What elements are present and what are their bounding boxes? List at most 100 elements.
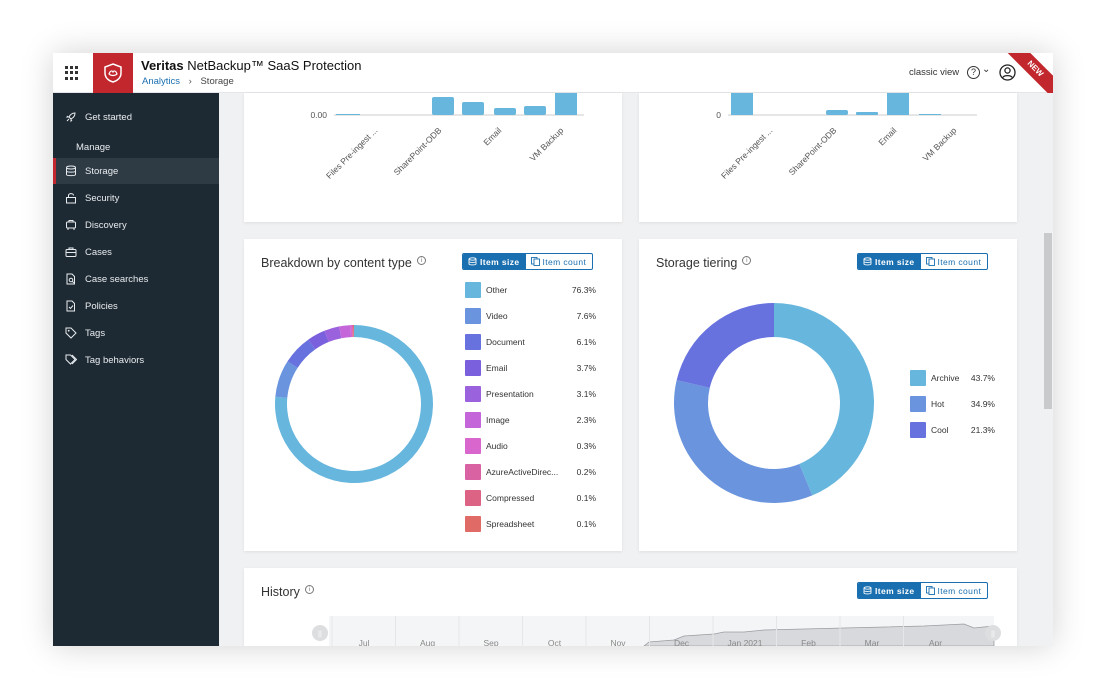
legend-item[interactable]: Other 76.3% — [465, 282, 596, 298]
classic-view-link[interactable]: classic view — [909, 67, 960, 78]
legend-item[interactable]: Hot 34.9% — [910, 396, 995, 412]
info-icon[interactable]: i — [742, 256, 752, 265]
sidebar-item-cases[interactable]: Cases — [53, 239, 219, 265]
lock-icon — [66, 193, 76, 204]
legend-swatch — [910, 370, 926, 386]
sidebar-item-storage[interactable]: Storage — [53, 158, 219, 184]
vertical-scrollbar[interactable] — [1043, 93, 1053, 646]
donut-slice[interactable] — [352, 325, 354, 338]
legend-label: Audio — [486, 441, 508, 451]
item-count-toggle-button[interactable]: Item count — [526, 254, 593, 269]
history-card: History i Item size Item count Jul Aug Sep O… — [244, 568, 1017, 646]
tiering-title: Storage tiering — [656, 256, 738, 270]
item-size-toggle-button[interactable]: Item size — [858, 254, 921, 269]
user-account-icon[interactable] — [999, 64, 1016, 81]
legend-swatch — [465, 490, 481, 506]
x-tick-label: SharePoint-ODB — [392, 125, 444, 177]
legend-item[interactable]: Archive 43.7% — [910, 370, 995, 386]
legend-swatch — [910, 422, 926, 438]
sidebar-item-label: Get started — [85, 111, 132, 123]
size-count-toggle: Item size Item count — [857, 582, 989, 599]
x-tick-label: Files Pre-ingest ... — [719, 125, 775, 181]
info-icon[interactable]: i — [304, 585, 314, 594]
donut-slice[interactable] — [287, 339, 316, 368]
donut-slice[interactable] — [350, 325, 353, 338]
item-count-label: Item count — [542, 256, 587, 267]
month-label: Aug — [420, 638, 435, 646]
donut-slice[interactable] — [275, 361, 298, 398]
discovery-icon — [66, 220, 76, 230]
item-size-toggle-button[interactable]: Item size — [858, 583, 921, 598]
legend-percent: 76.3% — [571, 285, 596, 295]
breadcrumb-analytics[interactable]: Analytics — [142, 76, 181, 87]
sidebar-item-discovery[interactable]: Discovery — [53, 212, 219, 238]
legend-percent: 0.1% — [576, 519, 596, 529]
sidebar-item-security[interactable]: Security — [53, 185, 219, 211]
bar — [494, 108, 516, 115]
donut-slice[interactable] — [353, 325, 354, 338]
range-handle-left[interactable] — [312, 625, 328, 641]
top-header: Veritas NetBackup™ SaaS Protection Analy… — [53, 53, 1053, 102]
app-grid-icon[interactable] — [65, 66, 79, 80]
sidebar-item-case-searches[interactable]: Case searches — [53, 266, 219, 292]
legend-percent: 43.7% — [970, 373, 995, 383]
x-tick-label: VM Backup — [528, 125, 566, 163]
range-handle-right[interactable] — [985, 625, 1001, 641]
month-label: Feb — [801, 638, 816, 646]
donut-slice[interactable] — [676, 303, 774, 388]
month-label: Dec — [674, 638, 690, 646]
briefcase-icon — [65, 247, 77, 257]
legend-item[interactable]: Audio 0.3% — [465, 438, 596, 454]
item-count-label: Item count — [937, 256, 982, 267]
month-label: Mar — [865, 638, 880, 646]
legend-item[interactable]: Email 3.7% — [465, 360, 596, 376]
item-size-toggle-button[interactable]: Item size — [463, 254, 526, 269]
legend-item[interactable]: Compressed 0.1% — [465, 490, 596, 506]
donut-slice[interactable] — [339, 325, 352, 339]
donut-slice[interactable] — [674, 380, 813, 503]
legend-item[interactable]: Spreadsheet 0.1% — [465, 516, 596, 532]
help-icon[interactable]: ? — [967, 66, 980, 79]
svg-text:||: || — [991, 631, 995, 638]
legend-swatch — [910, 396, 926, 412]
donut-slice[interactable] — [774, 303, 874, 496]
legend-percent: 0.1% — [576, 493, 596, 503]
sidebar-item-label: Tags — [85, 327, 106, 339]
month-label: Apr — [929, 638, 942, 646]
card-title: Storage tiering i — [656, 256, 752, 270]
item-count-toggle-button[interactable]: Item count — [921, 583, 988, 598]
legend-item[interactable]: Cool 21.3% — [910, 422, 995, 438]
legend-percent: 34.9% — [970, 399, 995, 409]
donut-slice[interactable] — [324, 326, 342, 342]
legend-item[interactable]: Image 2.3% — [465, 412, 596, 428]
legend-swatch — [465, 438, 481, 454]
history-navigator: Jul Aug Sep Oct Nov Dec Jan 2021 Feb Mar Apr || |… — [312, 616, 1001, 646]
legend-swatch — [465, 516, 481, 532]
veritas-logo[interactable] — [93, 53, 133, 93]
legend-percent: 7.6% — [576, 311, 596, 321]
month-label: Oct — [548, 638, 562, 646]
donut-slice[interactable] — [308, 330, 329, 350]
storage-tiering-card: Storage tiering i Item size Item count Ar… — [639, 239, 1017, 551]
legend-percent: 2.3% — [576, 415, 596, 425]
sidebar-item-policies[interactable]: Policies — [53, 293, 219, 319]
legend-label: Other — [486, 285, 508, 295]
sidebar-item-tags[interactable]: Tags — [53, 320, 219, 346]
legend-swatch — [465, 282, 481, 298]
item-count-toggle-button[interactable]: Item count — [921, 254, 988, 269]
scrollbar-thumb[interactable] — [1044, 233, 1052, 409]
chevron-down-icon[interactable]: ⌄ — [982, 64, 991, 75]
info-icon[interactable]: i — [416, 256, 426, 265]
legend-item[interactable]: AzureActiveDirec... 0.2% — [465, 464, 596, 480]
sidebar-item-get-started[interactable]: Get started — [53, 104, 219, 130]
shield-logo-icon — [104, 63, 122, 83]
bar — [524, 106, 546, 115]
legend-label: Image — [486, 415, 510, 425]
legend-item[interactable]: Document 6.1% — [465, 334, 596, 350]
sidebar-item-tag-behaviors[interactable]: Tag behaviors — [53, 347, 219, 373]
legend-swatch — [465, 360, 481, 376]
manage-section-heading: Manage — [76, 142, 111, 153]
legend-item[interactable]: Presentation 3.1% — [465, 386, 596, 402]
legend-item[interactable]: Video 7.6% — [465, 308, 596, 324]
bar — [336, 114, 360, 115]
